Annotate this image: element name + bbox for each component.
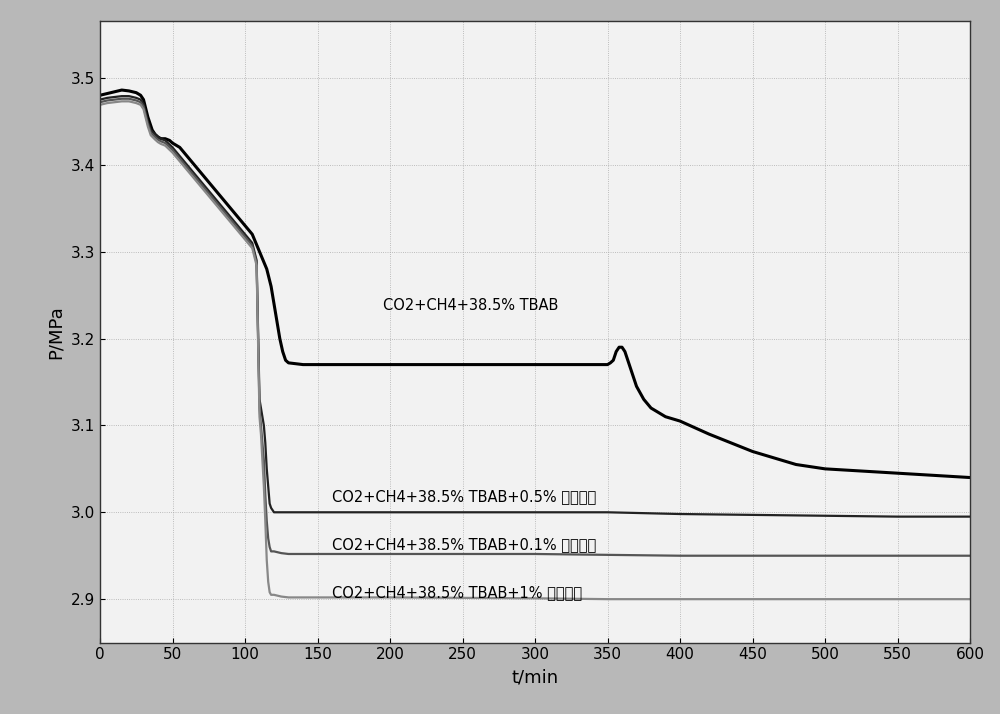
Text: CO2+CH4+38.5% TBAB+0.1% 碳纳米管: CO2+CH4+38.5% TBAB+0.1% 碳纳米管: [332, 537, 596, 552]
Text: CO2+CH4+38.5% TBAB: CO2+CH4+38.5% TBAB: [383, 298, 558, 313]
Text: CO2+CH4+38.5% TBAB+0.5% 碳纳米管: CO2+CH4+38.5% TBAB+0.5% 碳纳米管: [332, 489, 596, 504]
X-axis label: t/min: t/min: [511, 668, 559, 686]
Y-axis label: P/MPa: P/MPa: [47, 305, 65, 359]
Text: CO2+CH4+38.5% TBAB+1% 碳纳米管: CO2+CH4+38.5% TBAB+1% 碳纳米管: [332, 585, 582, 600]
